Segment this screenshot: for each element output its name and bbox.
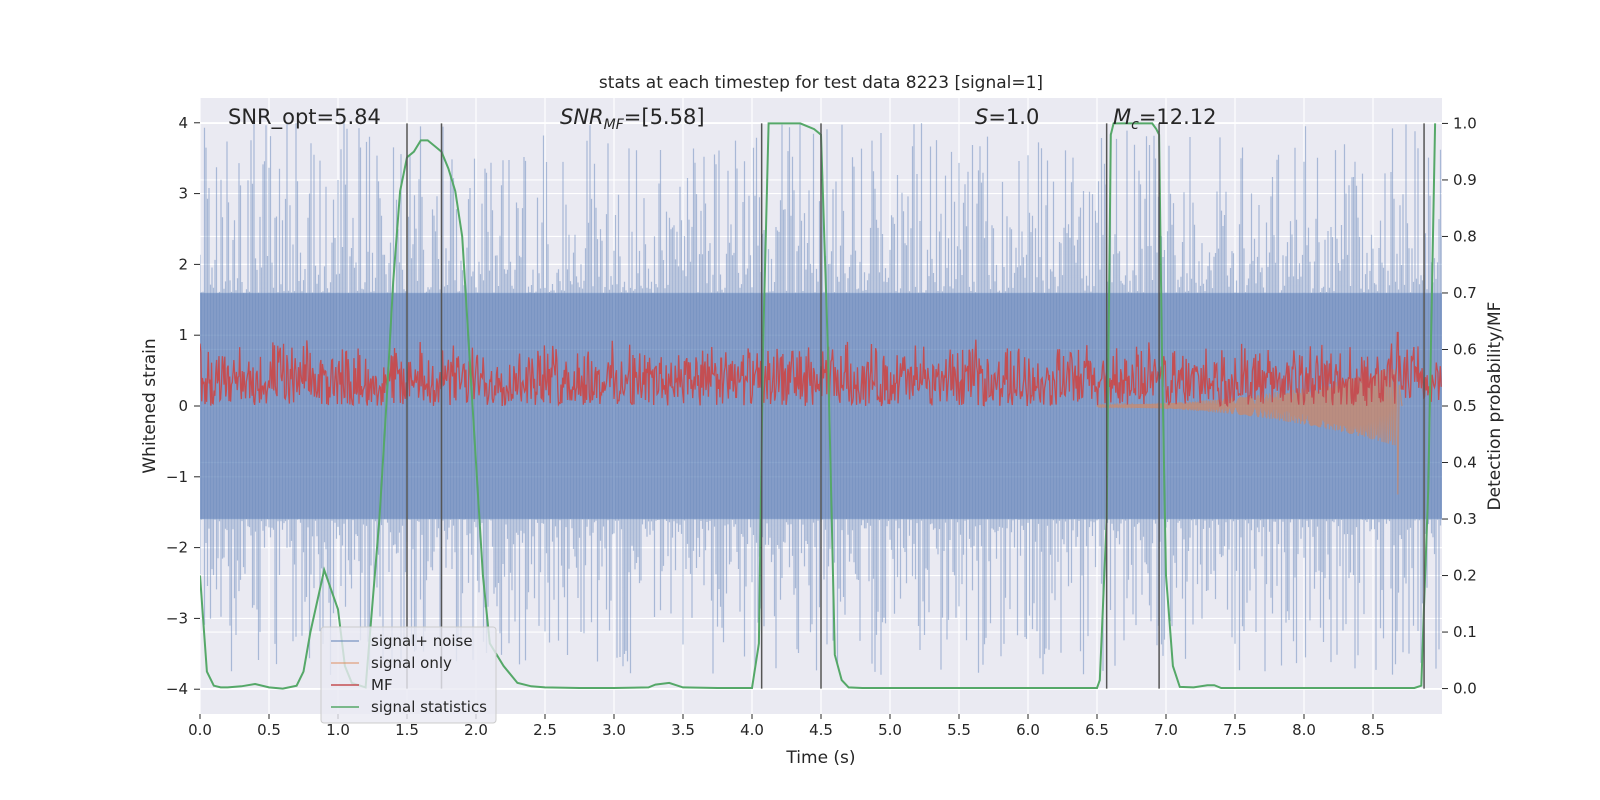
legend-label-signal-statistics: signal statistics: [371, 698, 487, 716]
yl-tick-label-6: −2: [166, 539, 188, 557]
annotation-snr-mf-value: =[5.58]: [624, 105, 705, 129]
annotation-snr-mf-sub: MF: [604, 117, 625, 133]
x-tick-label-4: 2.0: [464, 721, 488, 739]
annotation-s-sym: S: [975, 105, 988, 129]
annotation-snr-mf: SNRMF=[5.58]: [560, 105, 705, 133]
yr-tick-label-3: 0.7: [1453, 284, 1477, 302]
annotation-mc-sub: c: [1131, 117, 1139, 133]
vertical-markers: [406, 123, 1425, 689]
x-tick-label-8: 4.0: [740, 721, 764, 739]
yr-tick-label-8: 0.2: [1453, 567, 1477, 585]
legend-label-mf: MF: [371, 676, 393, 694]
x-axis-label: Time (s): [785, 748, 855, 768]
yr-tick-label-5: 0.5: [1453, 397, 1477, 415]
legend-box: [320, 626, 497, 724]
series-signal-only: [1096, 368, 1403, 495]
x-tick-label-0: 0.0: [188, 721, 212, 739]
yr-tick-label-7: 0.3: [1453, 510, 1477, 528]
y-axis-left-ticks: 4 3 2 1 0 −1 −2 −3 −4: [166, 114, 200, 698]
yr-tick-label-6: 0.4: [1453, 454, 1477, 472]
x-tick-label-15: 7.5: [1223, 721, 1247, 739]
yr-tick-label-2: 0.8: [1453, 227, 1477, 245]
annotation-snr-opt: SNR_opt=5.84: [228, 105, 381, 130]
x-tick-label-14: 7.0: [1154, 721, 1178, 739]
x-tick-label-9: 4.5: [809, 721, 833, 739]
x-tick-label-6: 3.0: [602, 721, 626, 739]
yl-tick-label-2: 2: [178, 255, 188, 273]
yr-tick-label-0: 1.0: [1453, 114, 1477, 132]
yl-tick-label-4: 0: [178, 397, 188, 415]
x-tick-label-13: 6.5: [1085, 721, 1109, 739]
x-tick-label-7: 3.5: [671, 721, 695, 739]
yl-tick-label-7: −3: [166, 609, 188, 627]
yr-tick-label-4: 0.6: [1453, 340, 1477, 358]
x-tick-label-16: 8.0: [1292, 721, 1316, 739]
yr-tick-label-10: 0.0: [1453, 680, 1477, 698]
y-axis-right-ticks: 1.0 0.9 0.8 0.7 0.6 0.5 0.4 0.3 0.2 0.1 0.0: [1442, 114, 1477, 698]
x-axis-ticks: 0.0 0.5 1.0 1.5 2.0 2.5 3.0 3.5 4.0 4.5 5.0 5.5 6.0 6…: [188, 714, 1385, 739]
annotation-s: S=1.0: [975, 105, 1039, 129]
legend: signal+ noise signal only MF signal stat…: [320, 626, 497, 724]
x-tick-label-17: 8.5: [1361, 721, 1385, 739]
x-tick-label-2: 1.0: [326, 721, 350, 739]
annotation-snr-mf-base: SNR: [560, 105, 604, 129]
y-axis-left-label: Whitened strain: [140, 338, 160, 473]
legend-label-signal-only: signal only: [371, 654, 452, 672]
annotation-mc-sym: M: [1113, 105, 1131, 129]
yl-tick-label-3: 1: [178, 326, 188, 344]
chirp-trace: [1096, 368, 1403, 495]
x-tick-label-12: 6.0: [1016, 721, 1040, 739]
x-tick-label-3: 1.5: [395, 721, 419, 739]
y-axis-right-label: Detection probability/MF: [1485, 302, 1505, 511]
x-tick-label-1: 0.5: [257, 721, 281, 739]
chart-title: stats at each timestep for test data 822…: [599, 73, 1043, 93]
annotation-s-value: =1.0: [988, 105, 1039, 129]
yl-tick-label-0: 4: [178, 114, 188, 132]
yr-tick-label-9: 0.1: [1453, 623, 1477, 641]
yl-tick-label-5: −1: [166, 468, 188, 486]
x-tick-label-11: 5.5: [947, 721, 971, 739]
annotation-mc-value: =12.12: [1139, 105, 1217, 129]
x-tick-label-5: 2.5: [533, 721, 557, 739]
yl-tick-label-1: 3: [178, 185, 188, 203]
yr-tick-label-1: 0.9: [1453, 171, 1477, 189]
yl-tick-label-8: −4: [166, 680, 188, 698]
annotation-mc: Mc=12.12: [1113, 105, 1217, 133]
legend-label-signal-noise: signal+ noise: [371, 632, 473, 650]
x-tick-label-10: 5.0: [878, 721, 902, 739]
